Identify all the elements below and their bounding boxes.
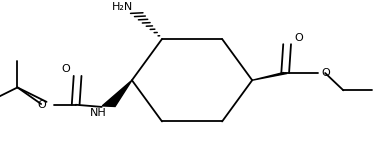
Text: O: O	[38, 100, 47, 110]
Text: O: O	[321, 68, 330, 78]
Text: O: O	[62, 65, 71, 74]
Text: O: O	[294, 33, 303, 43]
Text: NH: NH	[90, 108, 107, 118]
Polygon shape	[252, 73, 287, 80]
Text: H₂N: H₂N	[112, 2, 133, 12]
Polygon shape	[102, 80, 132, 107]
